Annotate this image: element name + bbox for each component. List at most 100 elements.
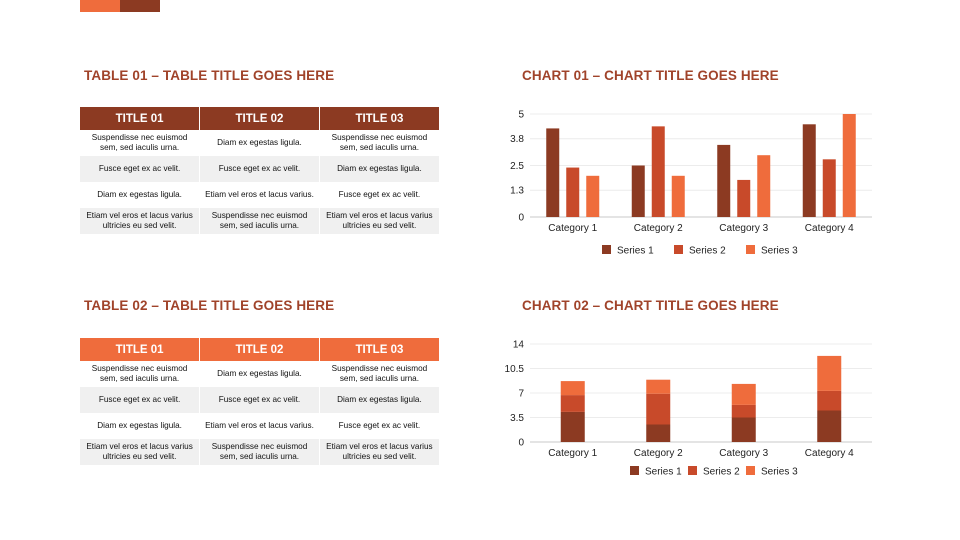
chart-2: 0 3.5 7 10.5 14 Category 1 Category 2 Category … [505, 340, 872, 478]
table-cell: Etiam vel eros et lacus varius. [199, 182, 320, 208]
bar [631, 165, 645, 217]
x-tick-label: Category 4 [805, 448, 854, 459]
bar [802, 124, 816, 217]
bar-segment [817, 410, 842, 442]
bar-segment [646, 379, 671, 394]
table-cell: Suspendisse nec euismod sem, sed iaculis… [199, 208, 320, 234]
table-row: Etiam vel eros et lacus varius ultricies… [80, 208, 439, 234]
y-tick-label: 3.5 [510, 413, 524, 424]
table-cell: Fusce eget ex ac velit. [199, 156, 320, 182]
bar-segment [731, 383, 756, 405]
x-tick-label: Category 1 [548, 448, 597, 459]
legend-swatch [688, 466, 697, 475]
x-tick-label: Category 1 [548, 223, 597, 234]
table-row: Suspendisse nec euismod sem, sed iaculis… [80, 361, 439, 387]
legend-swatch [602, 245, 611, 254]
table-cell: Diam ex egestas ligula. [80, 413, 201, 439]
legend-label: Series 3 [761, 246, 798, 257]
table-cell: Etiam vel eros et lacus varius. [199, 413, 320, 439]
chart1-title: CHART 01 – CHART TITLE GOES HERE [522, 68, 779, 83]
x-tick-label: Category 3 [719, 448, 768, 459]
table-cell: Diam ex egestas ligula. [199, 130, 320, 156]
table-cell: Fusce eget ex ac velit. [80, 156, 201, 182]
legend-label: Series 3 [761, 467, 798, 478]
table-cell: Diam ex egestas ligula. [319, 387, 439, 413]
table2-title: TABLE 02 – TABLE TITLE GOES HERE [84, 298, 335, 313]
y-tick-label: 7 [518, 389, 524, 400]
legend-label: Series 2 [703, 467, 740, 478]
table-cell: Suspendisse nec euismod sem, sed iaculis… [319, 130, 439, 156]
table-cell: Fusce eget ex ac velit. [319, 182, 439, 208]
table-cell: Fusce eget ex ac velit. [199, 387, 320, 413]
bar [822, 159, 836, 217]
bar-segment [731, 404, 756, 418]
x-tick-label: Category 4 [805, 223, 854, 234]
bar [757, 155, 771, 217]
table-cell: Diam ex egestas ligula. [80, 182, 201, 208]
legend-label: Series 2 [689, 246, 726, 257]
y-tick-label: 10.5 [505, 364, 525, 375]
table-row: Fusce eget ex ac velit. Fusce eget ex ac… [80, 387, 439, 413]
y-tick-label: 1.3 [510, 186, 524, 197]
bar [842, 114, 856, 217]
chart-1: 0 1.3 2.5 3.8 5 Category 1 Category 2 Category … [510, 110, 872, 257]
x-tick-label: Category 3 [719, 223, 768, 234]
table-header-cell: TITLE 01 [80, 338, 201, 361]
bar [566, 167, 580, 217]
table-row: Suspendisse nec euismod sem, sed iaculis… [80, 130, 439, 156]
table-cell: Fusce eget ex ac velit. [80, 387, 201, 413]
table-row: Diam ex egestas ligula. Etiam vel eros e… [80, 182, 439, 208]
bar-segment [817, 355, 842, 391]
table-header-cell: TITLE 02 [199, 107, 320, 130]
table-header-cell: TITLE 01 [80, 107, 201, 130]
legend-swatch [746, 466, 755, 475]
table-1: TITLE 01 TITLE 02 TITLE 03 Suspendisse n… [80, 107, 439, 234]
table-header-cell: TITLE 03 [319, 107, 439, 130]
table-2: TITLE 01 TITLE 02 TITLE 03 Suspendisse n… [80, 338, 439, 465]
table-cell: Suspendisse nec euismod sem, sed iaculis… [80, 361, 201, 387]
table-cell: Fusce eget ex ac velit. [319, 413, 439, 439]
bar-segment [731, 417, 756, 442]
legend-label: Series 1 [645, 467, 682, 478]
legend-swatch [674, 245, 683, 254]
bar-segment [817, 390, 842, 411]
table-row: Etiam vel eros et lacus varius ultricies… [80, 439, 439, 465]
table-cell: Suspendisse nec euismod sem, sed iaculis… [80, 130, 201, 156]
y-tick-label: 0 [518, 438, 524, 449]
table-cell: Diam ex egestas ligula. [319, 156, 439, 182]
table-cell: Etiam vel eros et lacus varius ultricies… [319, 439, 439, 465]
y-tick-label: 0 [518, 213, 524, 224]
accent-bar-light [80, 0, 120, 12]
bar [586, 175, 600, 217]
bar [651, 126, 665, 217]
table-header-cell: TITLE 03 [319, 338, 439, 361]
y-tick-label: 14 [513, 340, 525, 351]
y-tick-label: 5 [518, 110, 524, 121]
bar [717, 144, 731, 217]
table-row: Diam ex egestas ligula. Etiam vel eros e… [80, 413, 439, 439]
bar-segment [560, 411, 585, 442]
table1-title: TABLE 01 – TABLE TITLE GOES HERE [84, 68, 335, 83]
table-row: Fusce eget ex ac velit. Fusce eget ex ac… [80, 156, 439, 182]
x-tick-label: Category 2 [634, 223, 683, 234]
table-cell: Etiam vel eros et lacus varius ultricies… [319, 208, 439, 234]
table-cell: Suspendisse nec euismod sem, sed iaculis… [319, 361, 439, 387]
table-header-row: TITLE 01 TITLE 02 TITLE 03 [80, 338, 439, 361]
bar-segment [560, 395, 585, 412]
table-header-row: TITLE 01 TITLE 02 TITLE 03 [80, 107, 439, 130]
y-tick-label: 3.8 [510, 134, 524, 145]
x-tick-label: Category 2 [634, 448, 683, 459]
table-cell: Etiam vel eros et lacus varius ultricies… [80, 208, 201, 234]
bar-segment [646, 424, 671, 442]
bar [546, 128, 560, 217]
bar [671, 175, 685, 217]
y-tick-label: 2.5 [510, 161, 524, 172]
bar-segment [646, 393, 671, 425]
bar [737, 179, 751, 217]
table-header-cell: TITLE 02 [199, 338, 320, 361]
table-cell: Suspendisse nec euismod sem, sed iaculis… [199, 439, 320, 465]
table-cell: Diam ex egestas ligula. [199, 361, 320, 387]
accent-bar-dark [120, 0, 160, 12]
table-cell: Etiam vel eros et lacus varius ultricies… [80, 439, 201, 465]
legend-label: Series 1 [617, 246, 654, 257]
